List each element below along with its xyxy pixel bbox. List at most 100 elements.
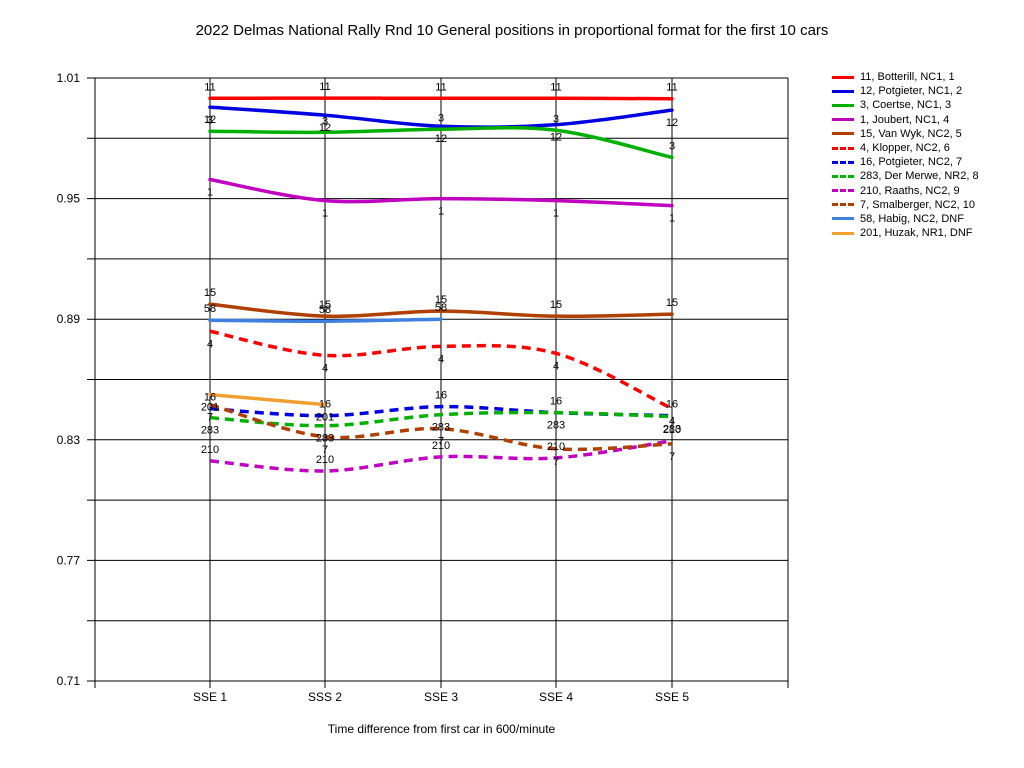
legend-swatch <box>832 189 854 193</box>
legend-label: 58, Habig, NC2, DNF <box>860 212 964 225</box>
point-label: 3 <box>669 140 675 152</box>
series-line <box>208 105 674 129</box>
point-label: 210 <box>663 424 681 436</box>
point-label: 1 <box>322 208 328 220</box>
point-label: 12 <box>435 133 447 145</box>
legend-item: 3, Coertse, NC1, 3 <box>832 98 979 112</box>
point-label: 15 <box>550 299 562 311</box>
point-label: 58 <box>204 303 216 315</box>
legend-item: 15, Van Wyk, NC2, 5 <box>832 127 979 141</box>
series-line <box>208 392 327 407</box>
point-label: 283 <box>547 420 565 432</box>
legend-label: 283, Der Merwe, NR2, 8 <box>860 170 979 183</box>
series-layer <box>208 96 674 473</box>
legend-swatch <box>832 132 854 136</box>
point-label: 1 <box>207 187 213 199</box>
legend-item: 1, Joubert, NC1, 4 <box>832 113 979 127</box>
x-tick-label: SSE 5 <box>655 690 689 704</box>
point-label: 11 <box>319 81 330 93</box>
point-label: 7 <box>322 444 328 456</box>
legend-label: 4, Klopper, NC2, 6 <box>860 142 950 155</box>
legend-item: 7, Smalberger, NC2, 10 <box>832 198 979 212</box>
point-label: 11 <box>666 82 677 94</box>
legend-item: 4, Klopper, NC2, 6 <box>832 141 979 155</box>
y-tick-label: 0.95 <box>57 192 81 206</box>
point-label: 210 <box>432 440 450 452</box>
legend-swatch <box>832 231 854 235</box>
legend-item: 201, Huzak, NR1, DNF <box>832 226 979 240</box>
x-tick-label: SSE 3 <box>424 690 458 704</box>
legend-swatch <box>832 217 854 221</box>
point-label: 1 <box>553 208 559 220</box>
series-line <box>209 404 673 418</box>
point-label: 58 <box>435 302 447 314</box>
point-label: 201 <box>201 402 219 414</box>
point-label: 15 <box>319 299 331 311</box>
x-tick-label: SSS 2 <box>308 690 342 704</box>
point-label: 283 <box>201 425 219 437</box>
point-label: 1 <box>438 206 444 218</box>
y-tick-label: 0.89 <box>57 312 81 326</box>
legend-swatch <box>832 89 854 93</box>
legend-item: 16, Potgieter, NC2, 7 <box>832 155 979 169</box>
grid-layer <box>87 77 789 688</box>
legend-label: 3, Coertse, NC1, 3 <box>860 99 952 112</box>
legend-label: 201, Huzak, NR1, DNF <box>860 227 973 240</box>
point-label: 15 <box>666 297 678 309</box>
legend-item: 58, Habig, NC2, DNF <box>832 212 979 226</box>
series-line <box>208 177 674 208</box>
series-line <box>209 402 673 452</box>
legend-swatch <box>832 203 854 207</box>
point-label: 7 <box>438 436 444 448</box>
point-label: 7 <box>207 412 213 424</box>
legend-label: 7, Smalberger, NC2, 10 <box>860 198 975 211</box>
point-label: 7 <box>553 456 559 468</box>
series-line <box>209 439 673 473</box>
legend-label: 16, Potgieter, NC2, 7 <box>860 156 963 169</box>
point-label: 16 <box>435 390 447 402</box>
point-label: 4 <box>207 338 213 350</box>
point-label: 11 <box>550 81 561 93</box>
y-tick-label: 0.71 <box>57 674 81 688</box>
legend-swatch <box>832 160 854 164</box>
series-line <box>208 302 674 319</box>
legend-label: 1, Joubert, NC1, 4 <box>860 113 950 126</box>
legend-item: 11, Botterill, NC1, 1 <box>832 70 979 84</box>
point-label: 11 <box>204 81 215 93</box>
legend: 11, Botterill, NC1, 1 12, Potgieter, NC1,… <box>832 70 979 240</box>
point-label: 283 <box>663 424 681 436</box>
point-label: 12 <box>666 117 678 129</box>
legend-swatch <box>832 75 854 79</box>
series-line <box>209 410 673 428</box>
series-line <box>208 317 443 323</box>
legend-label: 12, Potgieter, NC1, 2 <box>860 85 963 98</box>
point-label: 210 <box>201 444 219 456</box>
series-line <box>208 126 674 160</box>
point-label: 12 <box>319 122 331 134</box>
series-line <box>208 96 674 101</box>
point-label: 210 <box>547 441 565 453</box>
legend-swatch <box>832 118 854 122</box>
point-label: 15 <box>435 294 447 306</box>
point-label: 4 <box>669 416 675 428</box>
point-label: 12 <box>204 114 216 126</box>
legend-label: 210, Raaths, NC2, 9 <box>860 184 960 197</box>
point-label: 16 <box>319 399 331 411</box>
point-label: 4 <box>322 362 328 374</box>
legend-label: 15, Van Wyk, NC2, 5 <box>860 127 962 140</box>
legend-item: 12, Potgieter, NC1, 2 <box>832 84 979 98</box>
x-tick-label: SSE 1 <box>193 690 227 704</box>
point-label: 11 <box>435 81 446 93</box>
point-label: 7 <box>669 451 675 463</box>
point-label: 12 <box>550 132 562 144</box>
point-label: 283 <box>316 433 334 445</box>
point-label: 283 <box>432 422 450 434</box>
y-tick-label: 0.83 <box>57 433 81 447</box>
legend-label: 11, Botterill, NC1, 1 <box>860 71 955 84</box>
legend-swatch <box>832 174 854 178</box>
legend-swatch <box>832 103 854 107</box>
point-label: 4 <box>438 353 444 365</box>
point-label: 3 <box>322 115 328 127</box>
